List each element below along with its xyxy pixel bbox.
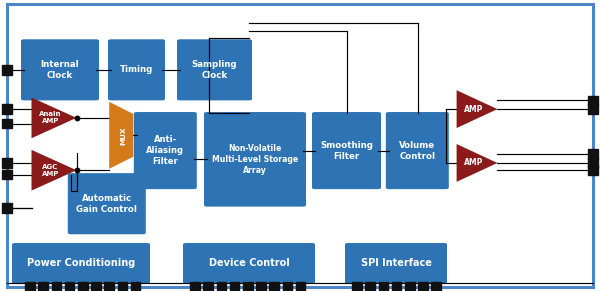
FancyBboxPatch shape	[204, 112, 306, 207]
Text: MUX: MUX	[120, 126, 126, 145]
Bar	[588, 96, 598, 105]
Text: AMP: AMP	[464, 159, 484, 167]
Text: Smoothing
Filter: Smoothing Filter	[320, 141, 373, 161]
Bar	[588, 158, 598, 168]
FancyBboxPatch shape	[134, 112, 197, 189]
Bar	[104, 282, 114, 291]
Text: SPI Interface: SPI Interface	[361, 258, 431, 268]
FancyBboxPatch shape	[68, 173, 146, 234]
Bar	[2, 158, 12, 168]
FancyBboxPatch shape	[108, 39, 165, 100]
Bar	[190, 282, 200, 291]
Bar	[588, 150, 598, 159]
Text: Sampling
Clock: Sampling Clock	[192, 60, 237, 80]
Text: Analn
AMP: Analn AMP	[39, 111, 62, 124]
Polygon shape	[457, 90, 497, 128]
Text: AMP: AMP	[464, 105, 484, 113]
Bar	[243, 282, 253, 291]
Bar	[38, 282, 48, 291]
Polygon shape	[32, 150, 77, 191]
Polygon shape	[109, 102, 133, 169]
Bar	[269, 282, 279, 291]
Bar	[203, 282, 213, 291]
Bar	[352, 282, 362, 291]
Bar	[65, 282, 74, 291]
Polygon shape	[32, 97, 77, 138]
Bar	[283, 282, 292, 291]
Text: Internal
Clock: Internal Clock	[41, 60, 79, 80]
Bar	[131, 282, 140, 291]
FancyBboxPatch shape	[12, 243, 150, 284]
FancyBboxPatch shape	[21, 39, 99, 100]
Bar	[91, 282, 101, 291]
FancyBboxPatch shape	[312, 112, 381, 189]
Bar	[52, 282, 61, 291]
Text: Timing: Timing	[120, 65, 153, 74]
Bar	[217, 282, 226, 291]
FancyBboxPatch shape	[345, 243, 447, 284]
Bar	[392, 282, 401, 291]
Text: Automatic
Gain Control: Automatic Gain Control	[76, 194, 137, 214]
Bar	[25, 282, 35, 291]
Text: Volume
Control: Volume Control	[399, 141, 436, 161]
Bar	[2, 170, 12, 179]
Bar	[2, 65, 12, 74]
Text: AGC
AMP: AGC AMP	[42, 164, 59, 177]
Bar	[296, 282, 305, 291]
Text: Power Conditioning: Power Conditioning	[27, 258, 135, 268]
Bar	[256, 282, 266, 291]
Bar	[588, 166, 598, 175]
Bar	[230, 282, 239, 291]
Bar	[2, 119, 12, 128]
Bar	[2, 104, 12, 114]
Bar	[78, 282, 88, 291]
Bar	[405, 282, 415, 291]
Bar	[431, 282, 441, 291]
Bar	[118, 282, 127, 291]
Bar	[2, 203, 12, 213]
Bar	[379, 282, 388, 291]
Bar	[365, 282, 375, 291]
Polygon shape	[457, 144, 497, 182]
Bar	[588, 104, 598, 114]
Text: Device Control: Device Control	[209, 258, 289, 268]
FancyBboxPatch shape	[386, 112, 449, 189]
FancyBboxPatch shape	[177, 39, 252, 100]
FancyBboxPatch shape	[183, 243, 315, 284]
Text: Anti-
Aliasing
Filter: Anti- Aliasing Filter	[146, 135, 184, 166]
Bar	[418, 282, 428, 291]
Text: Non-Volatile
Multi-Level Storage
Array: Non-Volatile Multi-Level Storage Array	[212, 144, 298, 175]
